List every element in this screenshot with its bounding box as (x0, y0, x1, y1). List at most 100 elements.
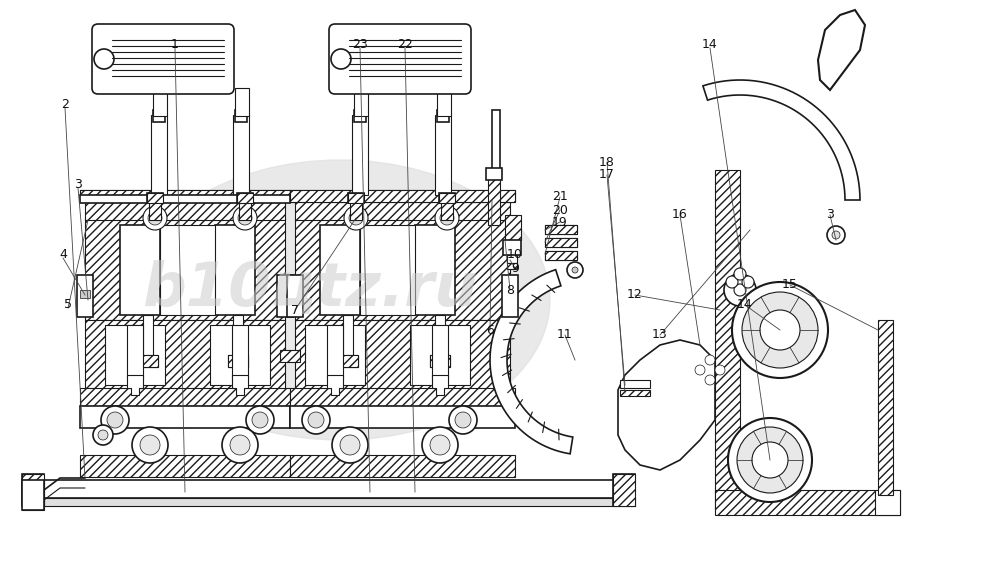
Text: 3: 3 (826, 208, 834, 222)
Bar (232, 325, 248, 380)
Circle shape (148, 211, 162, 225)
Text: 12: 12 (627, 288, 643, 302)
Bar (441, 200, 453, 220)
Bar (80, 388, 290, 406)
Polygon shape (22, 474, 44, 506)
Bar (486, 168, 502, 180)
Text: 7: 7 (291, 303, 299, 317)
Polygon shape (85, 218, 285, 320)
Circle shape (98, 430, 108, 440)
Bar (127, 325, 143, 380)
Circle shape (737, 427, 803, 493)
Polygon shape (875, 490, 900, 515)
Bar (620, 380, 650, 388)
Text: 13: 13 (652, 328, 668, 342)
Circle shape (728, 418, 812, 502)
Bar (80, 406, 290, 428)
Polygon shape (490, 270, 573, 454)
Circle shape (455, 412, 471, 428)
Bar (545, 238, 577, 247)
Circle shape (827, 226, 845, 244)
Text: 3: 3 (74, 178, 82, 192)
Bar (228, 355, 248, 367)
Bar (415, 225, 455, 315)
Circle shape (246, 406, 274, 434)
Circle shape (760, 310, 800, 350)
Bar (77, 275, 93, 317)
Text: 11: 11 (557, 328, 573, 342)
Circle shape (302, 406, 330, 434)
Polygon shape (439, 193, 455, 203)
Text: 23: 23 (352, 38, 368, 52)
Bar (545, 251, 577, 260)
Bar (290, 406, 515, 428)
Bar (439, 193, 455, 203)
Bar (502, 275, 518, 317)
Bar (210, 325, 270, 385)
Circle shape (233, 206, 257, 230)
Circle shape (143, 206, 167, 230)
Polygon shape (348, 193, 364, 203)
Circle shape (349, 211, 363, 225)
Bar (348, 193, 364, 203)
Bar (80, 455, 290, 477)
Circle shape (107, 412, 123, 428)
Polygon shape (127, 375, 143, 395)
Circle shape (222, 427, 258, 463)
Bar (343, 315, 353, 365)
Circle shape (332, 427, 368, 463)
Bar (505, 215, 521, 240)
Text: 4: 4 (59, 248, 67, 262)
Circle shape (340, 435, 360, 455)
Bar (153, 88, 167, 116)
Bar (120, 225, 160, 315)
Bar (280, 350, 300, 362)
Circle shape (238, 211, 252, 225)
Circle shape (715, 365, 725, 375)
Bar (350, 200, 362, 220)
Bar (85, 195, 285, 220)
Circle shape (832, 231, 840, 239)
Circle shape (742, 292, 818, 368)
Text: 21: 21 (552, 190, 568, 203)
Bar (290, 190, 515, 202)
Circle shape (742, 276, 754, 288)
Polygon shape (613, 474, 635, 506)
Bar (239, 200, 251, 220)
Circle shape (140, 435, 160, 455)
Bar (432, 325, 448, 380)
Polygon shape (80, 190, 290, 202)
Polygon shape (327, 375, 343, 395)
Circle shape (752, 442, 788, 478)
Bar (360, 225, 415, 315)
Bar (437, 110, 449, 122)
Circle shape (705, 355, 715, 365)
Circle shape (732, 282, 828, 378)
Polygon shape (703, 80, 860, 200)
Circle shape (132, 427, 168, 463)
Polygon shape (545, 251, 577, 260)
Polygon shape (232, 375, 248, 395)
Circle shape (252, 412, 268, 428)
Text: 14: 14 (737, 299, 753, 312)
Circle shape (734, 268, 746, 280)
Bar (503, 240, 521, 255)
FancyBboxPatch shape (92, 24, 234, 94)
Ellipse shape (130, 160, 550, 440)
Bar (151, 115, 167, 195)
Circle shape (331, 49, 351, 69)
Bar (295, 195, 510, 220)
Text: 20: 20 (552, 203, 568, 217)
Bar (305, 325, 365, 385)
Text: 1: 1 (171, 38, 179, 52)
Polygon shape (295, 218, 510, 320)
Bar (153, 110, 165, 122)
Bar (287, 275, 303, 317)
Text: 17: 17 (599, 168, 615, 181)
Bar (215, 225, 255, 315)
FancyBboxPatch shape (329, 24, 471, 94)
Bar (354, 88, 368, 116)
Bar (290, 455, 515, 477)
Circle shape (430, 435, 450, 455)
Polygon shape (290, 190, 515, 202)
